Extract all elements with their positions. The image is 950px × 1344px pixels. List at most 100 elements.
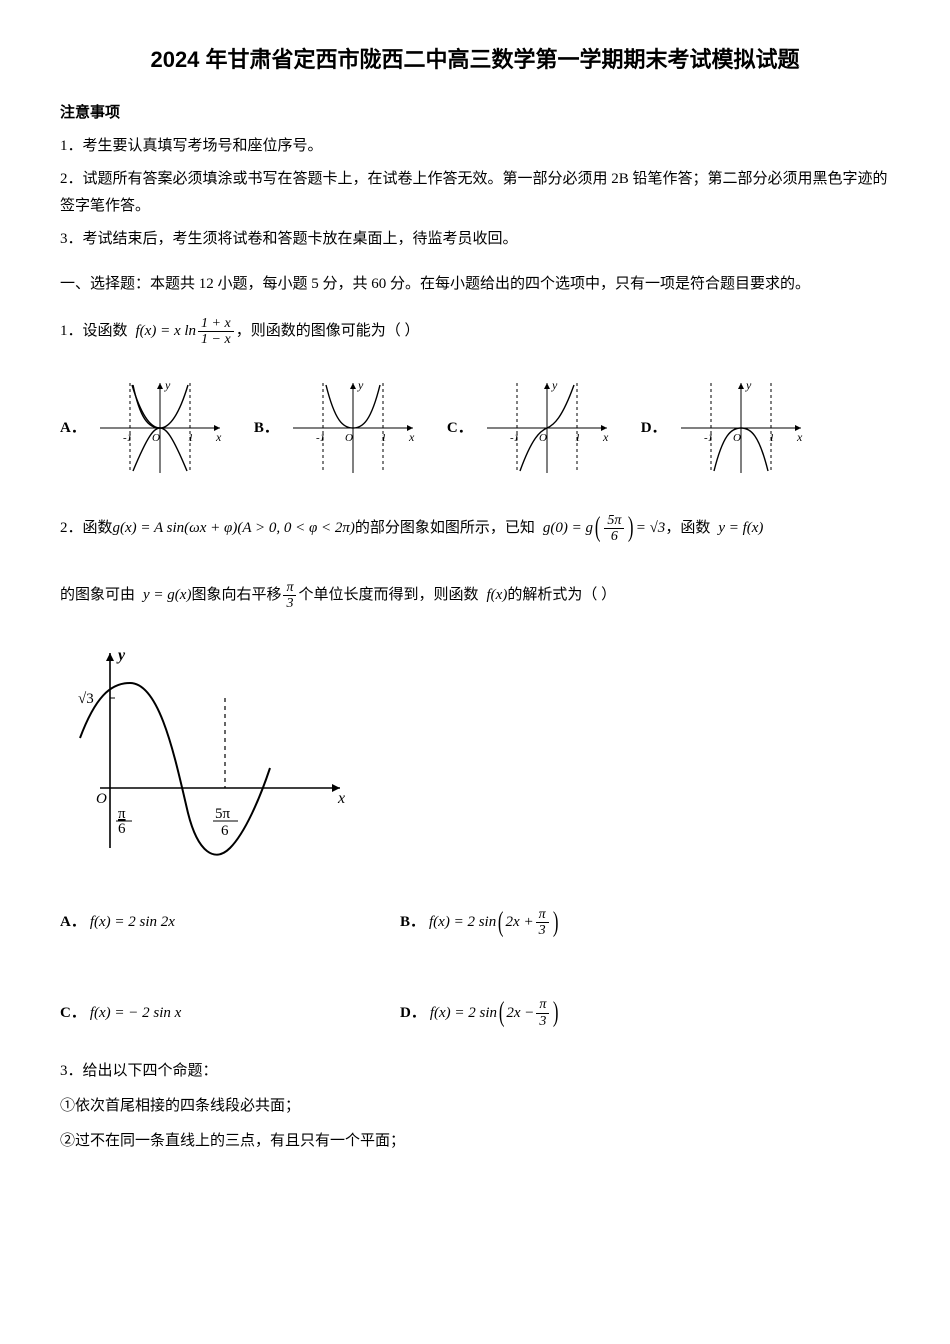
q2-d-frac-num: π [536, 997, 549, 1013]
svg-text:O: O [539, 432, 547, 444]
q2-line2-mid: 图象向右平移 [191, 582, 281, 609]
q2-line2-tail: 个单位长度而得到，则函数 [298, 582, 478, 609]
svg-text:x: x [796, 430, 803, 444]
page-title: 2024 年甘肃省定西市陇西二中高三数学第一学期期末考试模拟试题 [60, 40, 890, 80]
q1-suffix: ，则函数的图像可能为（ ） [236, 318, 420, 345]
svg-text:O: O [96, 791, 107, 807]
svg-text:x: x [337, 790, 345, 807]
q2-c-text: f(x) = − 2 sin x [90, 1000, 181, 1027]
rparen-icon: ) [628, 503, 634, 553]
q1-frac-den: 1 − x [198, 332, 234, 347]
q2-fx: f(x) [487, 582, 508, 609]
svg-text:y: y [357, 378, 364, 392]
svg-text:-1: -1 [510, 432, 519, 444]
svg-text:5π: 5π [215, 806, 231, 822]
q2-g0-num: 5π [604, 513, 624, 529]
lparen-icon: ( [595, 503, 601, 553]
question-3: 3．给出以下四个命题： ①依次首尾相接的四条线段必共面； ②过不在同一条直线上的… [60, 1058, 890, 1155]
svg-text:6: 6 [221, 823, 229, 839]
section1-header: 一、选择题：本题共 12 小题，每小题 5 分，共 60 分。在每小题给出的四个… [60, 271, 890, 298]
q2-c-label: C． [60, 1000, 86, 1027]
q2-d-label: D． [400, 1000, 426, 1027]
svg-text:-1: -1 [704, 432, 713, 444]
q1-graph-d: -1 O 1 y x [671, 373, 811, 483]
q2-stem-line2: 的图象可由 y = g(x) 图象向右平移 π 3 个单位长度而得到，则函数 f… [60, 580, 616, 612]
q2-gx: g(x) = A sin(ωx + φ)(A > 0, 0 < φ < 2π) [113, 515, 355, 542]
svg-text:1: 1 [188, 432, 194, 444]
svg-text:y: y [745, 378, 752, 392]
q2-g0-den: 6 [604, 529, 624, 544]
svg-text:1: 1 [769, 432, 775, 444]
q1-opt-b-label: B． [254, 415, 279, 442]
q2-a-label: A． [60, 909, 86, 936]
svg-text:y: y [116, 647, 126, 664]
q3-p1: ①依次首尾相接的四条线段必共面； [60, 1093, 890, 1120]
q2-a-text: f(x) = 2 sin 2x [90, 909, 175, 936]
q2-shift-num: π [283, 580, 296, 596]
q2-yfx: y = f(x) [718, 515, 763, 542]
q1-opt-a-label: A． [60, 415, 86, 442]
q2-b-prefix: f(x) = 2 sin [429, 909, 496, 936]
q1-option-c: C． -1 O 1 y x [447, 373, 617, 483]
lparen-icon: ( [499, 988, 505, 1038]
q1-graph-c: -1 O 1 y x [477, 373, 617, 483]
q2-d-frac: π 3 [536, 997, 549, 1029]
q1-graph-a: -1 O 1 y x [90, 373, 230, 483]
q1-option-a: A． -1 O 1 y x [60, 373, 230, 483]
svg-text:√3: √3 [78, 691, 94, 707]
svg-text:O: O [733, 432, 741, 444]
svg-text:x: x [215, 430, 222, 444]
q2-tail: ，函数 [665, 515, 710, 542]
svg-text:1: 1 [575, 432, 581, 444]
q1-option-b: B． -1 O 1 y x [254, 373, 423, 483]
svg-text:x: x [602, 430, 609, 444]
rparen-icon: ) [552, 898, 558, 948]
q2-b-label: B． [400, 909, 425, 936]
notice-item-2: 2．试题所有答案必须填涂或书写在答题卡上，在试卷上作答无效。第一部分必须用 2B… [60, 166, 890, 220]
q2-g0-frac: 5π 6 [604, 513, 624, 545]
q2-line2-prefix: 的图象可由 [60, 582, 135, 609]
q1-frac: 1 + x 1 − x [198, 316, 234, 348]
svg-text:-1: -1 [316, 432, 325, 444]
q2-b-inner: 2x + [506, 909, 534, 936]
q2-shift-den: 3 [283, 596, 296, 611]
rparen-icon: ) [553, 988, 559, 1038]
q2-d-frac-den: 3 [536, 1014, 549, 1029]
q2-stem-line1: 2．函数 g(x) = A sin(ωx + φ)(A > 0, 0 < φ <… [60, 503, 763, 553]
q1-prefix: 1．设函数 [60, 318, 128, 345]
q1-opt-c-label: C． [447, 415, 473, 442]
svg-text:y: y [551, 378, 558, 392]
q3-header: 3．给出以下四个命题： [60, 1058, 890, 1085]
q2-shift-frac: π 3 [283, 580, 296, 612]
q2-d-inner: 2x − [506, 1000, 534, 1027]
q2-d-prefix: f(x) = 2 sin [430, 1000, 497, 1027]
svg-text:x: x [408, 430, 415, 444]
q1-graph-b: -1 O 1 y x [283, 373, 423, 483]
question-2: 2．函数 g(x) = A sin(ωx + φ)(A > 0, 0 < φ <… [60, 503, 890, 1038]
q1-options-row: A． -1 O 1 y x [60, 373, 890, 483]
q1-opt-d-label: D． [641, 415, 667, 442]
q2-answer-d: D． f(x) = 2 sin ( 2x − π 3 ) [400, 988, 700, 1038]
svg-text:π: π [118, 806, 126, 822]
q2-line2-end: 的解析式为（ ） [507, 582, 616, 609]
svg-text:O: O [345, 432, 353, 444]
notice-item-1: 1．考生要认真填写考场号和座位序号。 [60, 133, 890, 160]
q2-eq-sqrt3: = √3 [636, 515, 666, 542]
q2-b-frac: π 3 [536, 907, 549, 939]
svg-text:6: 6 [118, 821, 126, 837]
q2-prefix: 2．函数 [60, 515, 113, 542]
q2-answer-c: C． f(x) = − 2 sin x [60, 988, 360, 1038]
notice-item-3: 3．考试结束后，考生须将试卷和答题卡放在桌面上，待监考员收回。 [60, 226, 890, 253]
q2-b-frac-den: 3 [536, 923, 549, 938]
question-1: 1．设函数 f(x) = x ln 1 + x 1 − x ，则函数的图像可能为… [60, 316, 890, 484]
q2-g0: g(0) = g [543, 515, 593, 542]
q2-answer-grid: A． f(x) = 2 sin 2x B． f(x) = 2 sin ( 2x … [60, 898, 890, 1039]
q2-sine-graph: y x O √3 π 6 5π 6 [60, 638, 890, 868]
q2-answer-b: B． f(x) = 2 sin ( 2x + π 3 ) [400, 898, 700, 948]
svg-text:-1: -1 [123, 432, 132, 444]
svg-text:y: y [164, 378, 171, 392]
q2-mid: 的部分图象如图所示，已知 [355, 515, 535, 542]
q2-b-frac-num: π [536, 907, 549, 923]
svg-text:1: 1 [381, 432, 387, 444]
notice-header: 注意事项 [60, 100, 890, 127]
